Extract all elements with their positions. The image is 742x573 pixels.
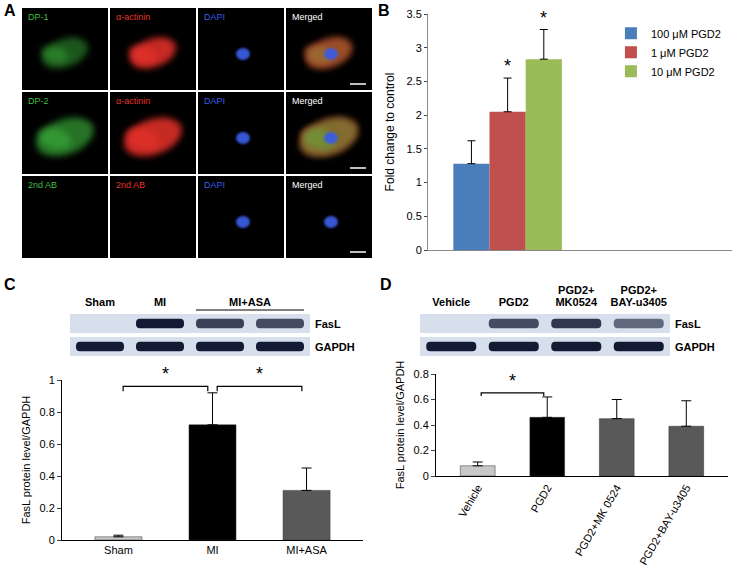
svg-text:PGD2+MK 0524: PGD2+MK 0524 [573,482,624,558]
svg-text:0.8: 0.8 [414,368,429,380]
svg-text:Sham: Sham [85,296,115,308]
svg-text:0: 0 [423,470,429,482]
svg-text:0: 0 [49,534,55,546]
svg-text:PGD2: PGD2 [499,296,529,308]
svg-text:0.4: 0.4 [40,470,55,482]
svg-text:1 μM PGD2: 1 μM PGD2 [651,47,709,59]
svg-text:Merged: Merged [292,180,323,190]
svg-text:DAPI: DAPI [204,12,225,22]
svg-text:α-actinin: α-actinin [116,96,150,106]
svg-text:0.8: 0.8 [40,406,55,418]
svg-text:GAPDH: GAPDH [315,341,355,353]
svg-text:0.2: 0.2 [40,502,55,514]
svg-text:0.5: 0.5 [407,210,422,222]
svg-text:3.5: 3.5 [407,8,422,20]
svg-text:PGD2+: PGD2+ [621,284,657,296]
svg-text:Sham: Sham [104,544,133,556]
svg-text:*: * [256,364,263,384]
svg-text:1: 1 [416,176,422,188]
svg-text:*: * [504,56,511,76]
svg-text:α-actinin: α-actinin [116,12,150,22]
svg-text:2.5: 2.5 [407,75,422,87]
html-text:D: D [380,276,392,293]
svg-text:*: * [509,371,516,391]
svg-text:0: 0 [416,244,422,256]
svg-text:PGD2+BAY-u3405: PGD2+BAY-u3405 [637,482,693,567]
svg-text:2nd AB: 2nd AB [116,180,145,190]
svg-text:0.6: 0.6 [414,393,429,405]
svg-text:100 μM PGD2: 100 μM PGD2 [651,28,721,40]
svg-text:2: 2 [416,109,422,121]
svg-text:*: * [540,8,547,28]
svg-text:GAPDH: GAPDH [675,341,715,353]
svg-text:0.4: 0.4 [414,419,429,431]
svg-text:MI+ASA: MI+ASA [286,544,327,556]
svg-text:1: 1 [49,374,55,386]
svg-text:BAY-u3405: BAY-u3405 [611,296,667,308]
svg-text:DP-2: DP-2 [28,96,49,106]
svg-text:PGD2: PGD2 [528,482,553,514]
html-text:C: C [4,276,16,293]
svg-text:PGD2+: PGD2+ [558,284,594,296]
svg-text:3: 3 [416,42,422,54]
html-text:A: A [4,2,16,19]
svg-text:MI+ASA: MI+ASA [229,296,271,308]
svg-text:FasL: FasL [675,318,701,330]
svg-text:FasL protein level/GAPDH: FasL protein level/GAPDH [394,361,406,490]
svg-text:DAPI: DAPI [204,180,225,190]
svg-text:FasL protein level/GAPDH: FasL protein level/GAPDH [20,396,32,525]
svg-text:Vehicle: Vehicle [432,296,470,308]
svg-text:*: * [162,364,169,384]
svg-text:Merged: Merged [292,96,323,106]
svg-text:FasL: FasL [315,318,341,330]
svg-text:0.2: 0.2 [414,444,429,456]
svg-text:0.6: 0.6 [40,438,55,450]
svg-text:DAPI: DAPI [204,96,225,106]
svg-text:Merged: Merged [292,12,323,22]
svg-text:MI: MI [154,296,166,308]
svg-text:Fold change to control: Fold change to control [383,73,397,192]
svg-text:MK0524: MK0524 [555,296,597,308]
svg-text:DP-1: DP-1 [28,12,49,22]
svg-text:2nd AB: 2nd AB [28,180,57,190]
html-text:B: B [378,2,390,19]
svg-text:10 μM PGD2: 10 μM PGD2 [651,66,715,78]
svg-text:MI: MI [206,544,218,556]
svg-text:1.5: 1.5 [407,143,422,155]
svg-text:Vehicle: Vehicle [456,482,484,519]
